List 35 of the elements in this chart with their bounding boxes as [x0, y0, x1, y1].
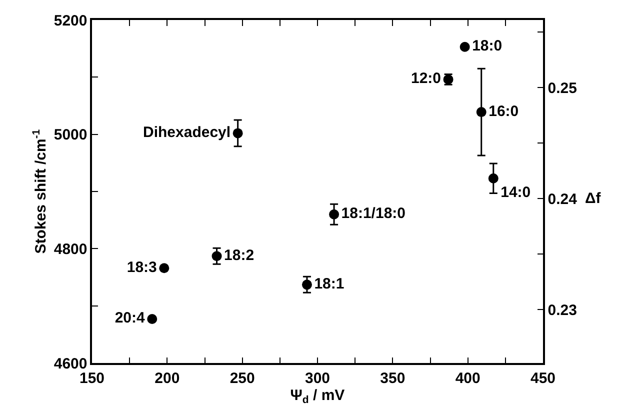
- point: [329, 209, 340, 220]
- x-tick-label: 200: [154, 370, 180, 387]
- y-tick-label: 4600: [54, 355, 88, 372]
- y2-axis-title: Δf: [585, 190, 602, 207]
- data-label: 18:0: [472, 38, 502, 55]
- point: [232, 128, 243, 138]
- x-tick-label: 450: [530, 370, 556, 387]
- point: [476, 107, 486, 118]
- y2-tick-label: 0.23: [548, 302, 577, 319]
- data-label: 16:0: [488, 102, 519, 120]
- x-tick-label: 300: [304, 370, 330, 387]
- point: [460, 42, 470, 52]
- y2-tick-label: 0.24: [548, 190, 578, 208]
- y-tick-label: 5000: [54, 126, 88, 144]
- y-tick-label: 4800: [54, 240, 88, 258]
- x-tick-label: 150: [79, 370, 105, 387]
- point: [147, 314, 158, 324]
- point: [302, 280, 312, 290]
- data-label: 18:2: [224, 246, 254, 264]
- data-label: 12:0: [411, 70, 442, 88]
- y2-tick-label: 0.25: [548, 80, 577, 97]
- data-label: 18:1/18:0: [341, 205, 406, 222]
- data-label: 18:3: [126, 258, 157, 276]
- data-label: 20:4: [114, 310, 146, 327]
- data-label: Dihexadecyl: [143, 124, 231, 141]
- data-label: 14:0: [500, 184, 531, 201]
- x-tick-label: 250: [230, 370, 255, 387]
- point: [159, 263, 170, 274]
- data-label: 18:1: [314, 275, 344, 292]
- point: [212, 251, 222, 262]
- point: [488, 173, 498, 184]
- x-axis-title: Ψ$_{d}$ / mV: [290, 386, 345, 406]
- x-tick-label: 400: [455, 370, 480, 387]
- x-tick-label: 350: [380, 370, 406, 387]
- y-tick-label: 5200: [54, 12, 88, 30]
